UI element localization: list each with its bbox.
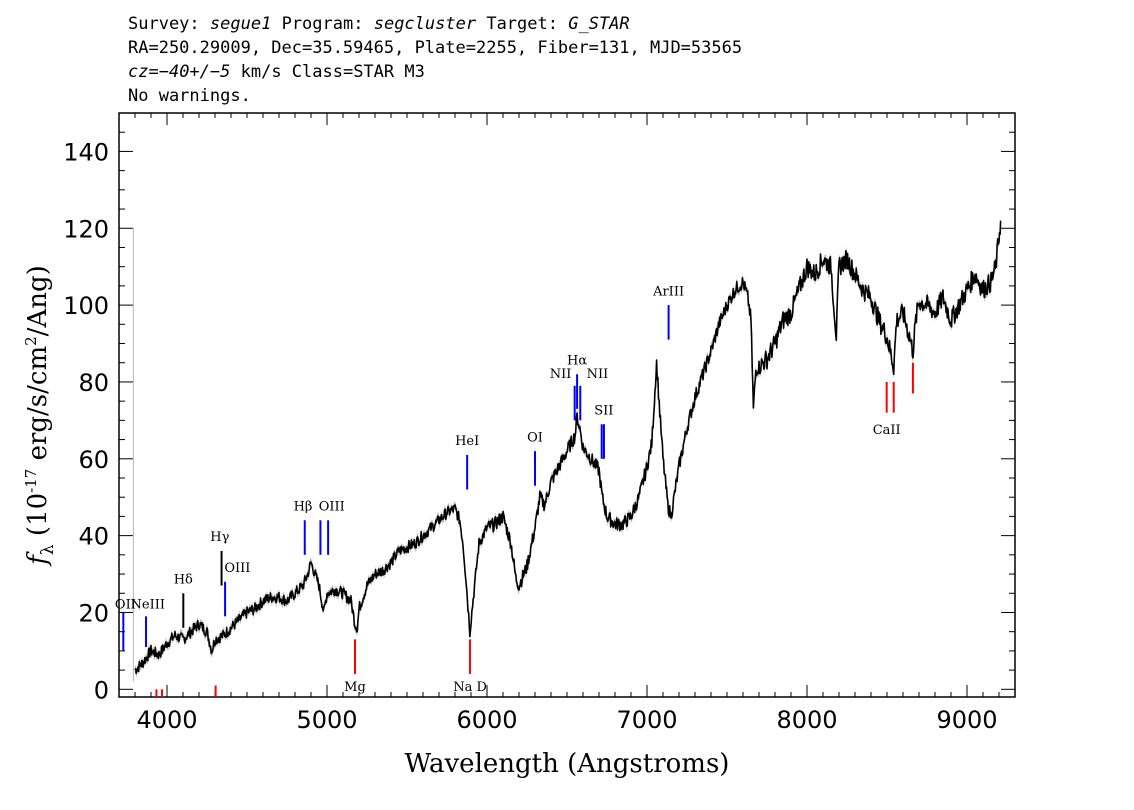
x-tick-label: 7000 bbox=[616, 706, 677, 734]
y-axis-title: fλ (10-17 erg/s/cm2/Ang) bbox=[22, 265, 58, 567]
class-text: km/s Class=STAR M3 bbox=[230, 62, 425, 82]
program-value: segcluster bbox=[373, 14, 477, 34]
header-line-survey: Survey: segue1 Program: segcluster Targe… bbox=[128, 12, 742, 36]
emission-line-label: OIII bbox=[224, 561, 250, 576]
emission-line-label: Hγ bbox=[210, 530, 229, 545]
plot-header: Survey: segue1 Program: segcluster Targe… bbox=[128, 12, 742, 108]
y-tick-label: 40 bbox=[78, 523, 109, 551]
absorption-line-label: CaII bbox=[873, 423, 901, 438]
y-tick-label: 140 bbox=[63, 138, 109, 166]
emission-line-label: NII bbox=[587, 367, 609, 382]
emission-line-label: OIII bbox=[319, 500, 345, 515]
program-label: Program: bbox=[281, 14, 364, 34]
spectrum-line bbox=[134, 220, 1002, 675]
emission-line-label: SII bbox=[594, 403, 613, 418]
emission-line-label: OI bbox=[527, 430, 543, 445]
spectrum-series bbox=[132, 220, 1002, 682]
header-line-warnings: No warnings. bbox=[128, 86, 251, 106]
header-line-coords: RA=250.29009, Dec=35.59465, Plate=2255, … bbox=[128, 38, 743, 58]
emission-line-label: NII bbox=[550, 367, 572, 382]
header-line-redshift: cz=−40+/−5 km/s Class=STAR M3 bbox=[128, 60, 742, 84]
survey-value: segue1 bbox=[209, 14, 272, 34]
axis-ticks: 4000 5000 6000 7000 8000 9000 0 20 40 60 80 100 120 1… bbox=[63, 113, 1016, 734]
emission-line-label: Hβ bbox=[294, 500, 313, 515]
x-axis-title: Wavelength (Angstroms) bbox=[405, 749, 730, 779]
y-tick-label: 20 bbox=[78, 599, 109, 627]
y-tick-label: 120 bbox=[63, 215, 109, 243]
x-tick-label: 4000 bbox=[136, 706, 197, 734]
cz-label: cz= bbox=[128, 62, 159, 82]
target-value: G_STAR bbox=[568, 14, 630, 34]
x-tick-label: 8000 bbox=[776, 706, 837, 734]
x-tick-label: 5000 bbox=[296, 706, 357, 734]
x-tick-label: 6000 bbox=[456, 706, 517, 734]
cz-value: −40+/−5 bbox=[158, 62, 231, 82]
emission-line-label: Hδ bbox=[174, 573, 193, 588]
y-tick-label: 0 bbox=[94, 676, 109, 704]
emission-line-label: Hα bbox=[567, 354, 587, 369]
absorption-line-label: Mg bbox=[344, 680, 366, 695]
emission-line-label: ArIII bbox=[652, 284, 684, 299]
emission-line-label: NeIII bbox=[131, 597, 165, 612]
y-tick-label: 60 bbox=[78, 446, 109, 474]
y-tick-label: 100 bbox=[63, 292, 109, 320]
absorption-line-label: Na D bbox=[453, 680, 487, 695]
target-label: Target: bbox=[486, 14, 558, 34]
y-tick-label: 80 bbox=[78, 369, 109, 397]
survey-label: Survey: bbox=[128, 14, 200, 34]
emission-line-label: OII bbox=[115, 597, 136, 612]
x-tick-label: 9000 bbox=[936, 706, 997, 734]
emission-line-label: HeI bbox=[455, 434, 479, 449]
